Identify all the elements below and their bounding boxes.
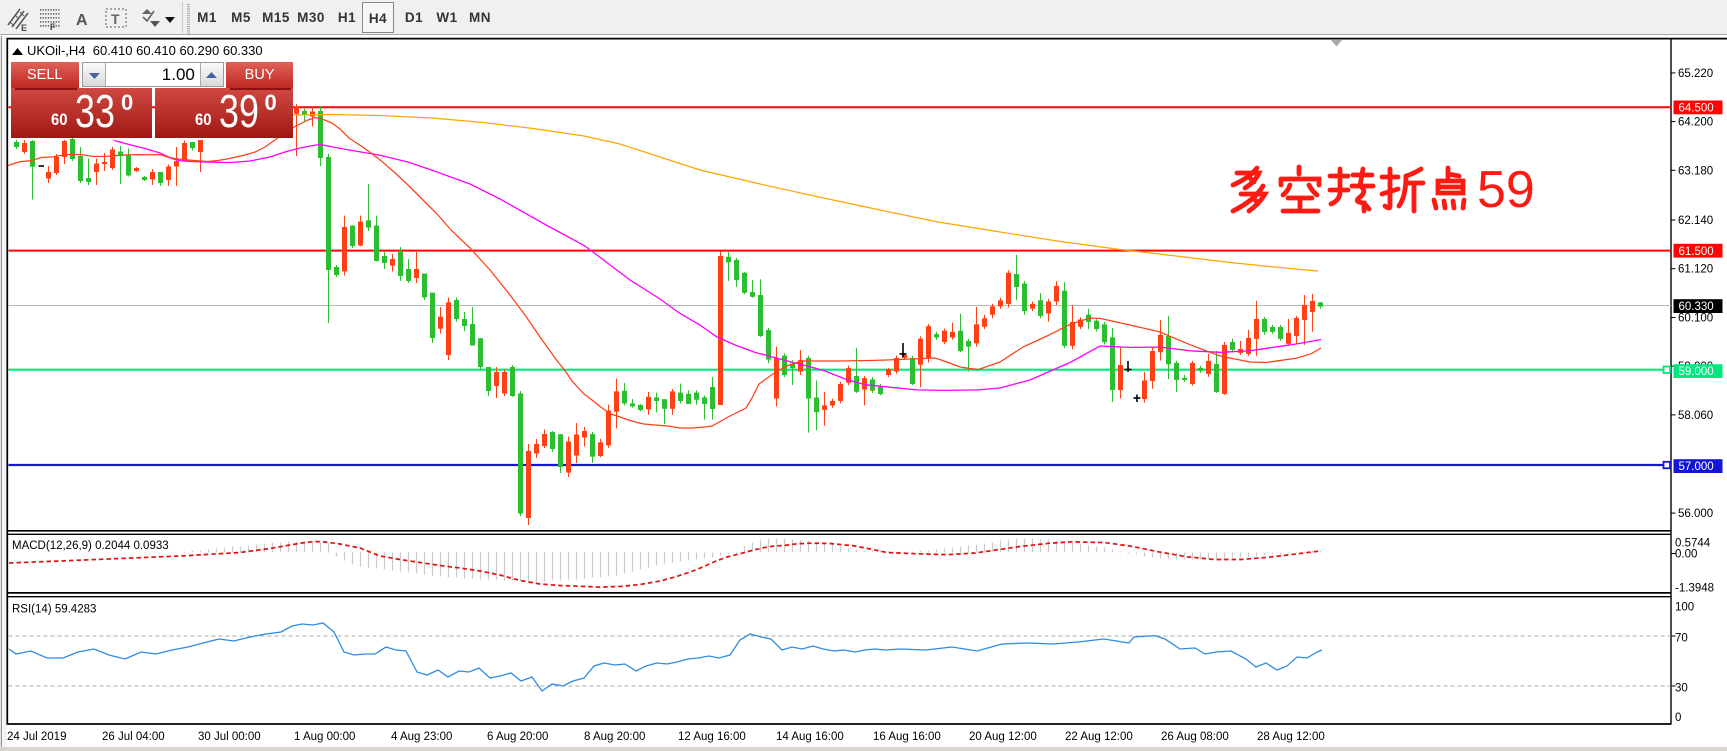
svg-text:60.330: 60.330 <box>1679 301 1714 313</box>
svg-text:64.500: 64.500 <box>1679 103 1714 115</box>
svg-text:14 Aug 16:00: 14 Aug 16:00 <box>776 731 844 743</box>
svg-text:20 Aug 12:00: 20 Aug 12:00 <box>969 731 1037 743</box>
svg-text:62.140: 62.140 <box>1678 215 1713 227</box>
svg-text:T: T <box>111 11 120 27</box>
svg-text:-1.3948: -1.3948 <box>1675 583 1714 595</box>
svg-text:30: 30 <box>1675 683 1688 695</box>
svg-text:0: 0 <box>1675 712 1681 724</box>
svg-text:60.100: 60.100 <box>1678 313 1713 325</box>
svg-text:0.00: 0.00 <box>1675 549 1697 561</box>
svg-text:16 Aug 16:00: 16 Aug 16:00 <box>873 731 941 743</box>
svg-text:30 Jul 00:00: 30 Jul 00:00 <box>198 731 261 743</box>
svg-text:MACD(12,26,9) 0.2044 0.0933: MACD(12,26,9) 0.2044 0.0933 <box>12 540 169 552</box>
svg-text:26 Jul 04:00: 26 Jul 04:00 <box>102 731 165 743</box>
svg-text:61.500: 61.500 <box>1679 246 1714 258</box>
svg-text:59: 59 <box>1477 161 1535 219</box>
svg-text:65.220: 65.220 <box>1678 68 1713 80</box>
svg-text:F: F <box>50 22 56 32</box>
svg-text:4 Aug 23:00: 4 Aug 23:00 <box>391 731 452 743</box>
svg-text:58.060: 58.060 <box>1678 410 1713 422</box>
svg-text:64.200: 64.200 <box>1678 117 1713 129</box>
svg-text:6 Aug 20:00: 6 Aug 20:00 <box>487 731 548 743</box>
svg-text:57.000: 57.000 <box>1679 461 1714 473</box>
svg-text:56.000: 56.000 <box>1678 508 1713 520</box>
svg-text:0.5744: 0.5744 <box>1675 538 1711 550</box>
svg-text:1 Aug 00:00: 1 Aug 00:00 <box>294 731 355 743</box>
svg-text:RSI(14) 59.4283: RSI(14) 59.4283 <box>12 604 96 616</box>
svg-text:22 Aug 12:00: 22 Aug 12:00 <box>1065 731 1133 743</box>
svg-text:12 Aug 16:00: 12 Aug 16:00 <box>678 731 746 743</box>
svg-text:100: 100 <box>1675 602 1694 614</box>
svg-text:59.000: 59.000 <box>1679 366 1714 378</box>
svg-text:26 Aug 08:00: 26 Aug 08:00 <box>1161 731 1229 743</box>
svg-text:70: 70 <box>1675 633 1688 645</box>
svg-text:8 Aug 20:00: 8 Aug 20:00 <box>584 731 645 743</box>
svg-text:A: A <box>76 12 88 29</box>
svg-text:61.120: 61.120 <box>1678 264 1713 276</box>
svg-text:28 Aug 12:00: 28 Aug 12:00 <box>1257 731 1325 743</box>
svg-text:E: E <box>21 23 27 33</box>
svg-text:63.180: 63.180 <box>1678 165 1713 177</box>
svg-text:24 Jul 2019: 24 Jul 2019 <box>7 731 66 743</box>
